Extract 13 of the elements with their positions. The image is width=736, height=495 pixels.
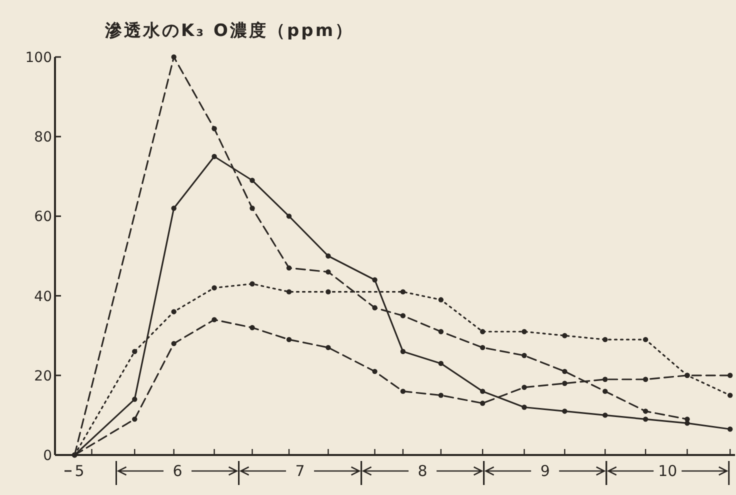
- chart-title: 滲透水のK₃ O濃度（ppm）: [104, 21, 354, 41]
- x-tick-label: 9: [540, 462, 550, 480]
- y-tick-label: 40: [34, 288, 52, 305]
- x-tick-label: 7: [295, 462, 305, 480]
- x-tick-label: 10: [658, 462, 678, 480]
- y-tick-label: 0: [43, 448, 52, 464]
- y-tick-label: 80: [34, 130, 52, 146]
- y-tick-label: 20: [34, 368, 52, 384]
- x-tick-label: 6: [172, 462, 182, 480]
- x-tick-label: 5: [74, 462, 84, 480]
- y-tick-label: 100: [25, 50, 52, 66]
- y-tick-label: 60: [34, 209, 52, 226]
- x-tick-label: 8: [418, 462, 428, 480]
